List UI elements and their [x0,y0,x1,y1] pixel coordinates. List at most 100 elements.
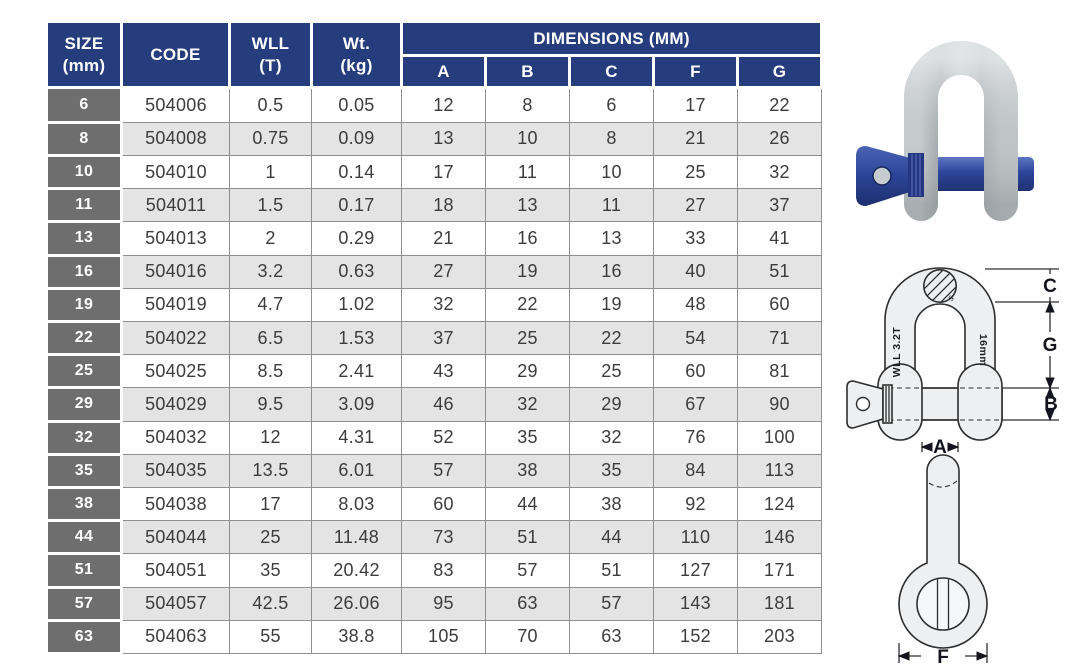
diagram-right-ear [957,363,1003,441]
cell-dim-g: 26 [736,121,823,156]
pin-head-hole [872,166,892,186]
cell-code: 504051 [121,553,230,588]
cell-wt: 2.41 [311,354,402,389]
cell-dim-f: 143 [653,586,738,621]
cell-wt: 4.31 [311,420,402,455]
table-row: 57 504057 42.5 26.06 95 63 57 143 181 [45,585,823,622]
cell-dim-g: 90 [736,387,823,422]
cell-dim-a: 52 [401,420,486,455]
cell-size: 44 [45,519,123,556]
col-header-size: SIZE (mm) [45,20,123,89]
cell-wll: 25 [229,520,312,555]
cell-dim-b: 8 [485,87,570,123]
table-row: 10 504010 1 0.14 17 11 10 25 32 [45,153,823,191]
col-header-wt-line1: Wt. [342,34,371,54]
cell-dim-b: 32 [485,387,570,422]
cell-dim-a: 12 [401,87,486,123]
cell-dim-c: 22 [569,320,654,356]
cell-wll: 12 [229,420,312,455]
cell-size: 35 [45,452,123,489]
table-row: 44 504044 25 11.48 73 51 44 110 146 [45,519,823,556]
cell-size: 29 [45,386,123,423]
cell-dim-f: 92 [653,486,738,522]
cell-wll: 2 [229,221,312,256]
cell-code: 504044 [121,520,230,555]
table-row: 25 504025 8.5 2.41 43 29 25 60 81 [45,353,823,390]
cell-wt: 6.01 [311,453,402,488]
cell-code: 504008 [121,121,230,156]
dimension-diagram-side: F [897,454,989,668]
cell-wt: 1.53 [311,320,402,356]
cell-size: 38 [45,485,123,523]
table-row: 63 504063 55 38.8 105 70 63 152 203 [45,618,823,656]
cell-dim-f: 48 [653,287,738,322]
cell-dim-g: 22 [736,87,823,123]
cell-wt: 0.63 [311,254,402,289]
cell-dim-f: 40 [653,254,738,289]
label-dim-c: C [1043,276,1057,297]
marking-s: s [945,293,957,304]
cell-dim-g: 113 [736,453,823,488]
table-row: 35 504035 13.5 6.01 57 38 35 84 113 [45,452,823,489]
cell-dim-b: 19 [485,254,570,289]
cell-size: 8 [45,120,123,157]
cell-dim-b: 63 [485,586,570,621]
cell-size: 13 [45,220,123,257]
table-row: 11 504011 1.5 0.17 18 13 11 27 37 [45,187,823,224]
cell-dim-a: 13 [401,121,486,156]
cell-dim-c: 63 [569,619,654,655]
cell-code: 504016 [121,254,230,289]
col-header-wll-line2: (T) [259,55,282,75]
col-header-dim-a: A [400,54,487,89]
cell-dim-c: 10 [569,154,654,190]
table-row: 13 504013 2 0.29 21 16 13 33 41 [45,220,823,257]
product-photo-dee-shackle [856,41,1034,221]
col-header-size-line1: SIZE [64,34,104,54]
cell-dim-f: 76 [653,420,738,455]
col-header-wll-line1: WLL [251,34,290,54]
cell-dim-c: 29 [569,387,654,422]
cell-dim-f: 60 [653,354,738,389]
cell-dim-c: 13 [569,221,654,256]
cell-dim-a: 60 [401,486,486,522]
cell-size: 19 [45,286,123,323]
cell-dim-f: 21 [653,121,738,156]
cell-code: 504006 [121,87,230,123]
cell-wll: 0.5 [229,87,312,123]
cell-dim-b: 29 [485,354,570,389]
cell-dim-f: 27 [653,188,738,223]
cell-dim-a: 21 [401,221,486,256]
cell-dim-c: 51 [569,553,654,588]
cell-code: 504022 [121,320,230,356]
dimension-diagram-front: C G B A WLL 3.2T 16mm s [846,267,1059,453]
col-header-wt-line2: (kg) [340,55,373,75]
cell-wll: 8.5 [229,354,312,389]
cell-dim-a: 37 [401,320,486,356]
cell-size: 6 [45,86,123,124]
table-body: 6 504006 0.5 0.05 12 8 6 17 22 8 504008 … [45,86,823,656]
cell-size: 10 [45,153,123,191]
cell-dim-c: 6 [569,87,654,123]
cell-wt: 0.09 [311,121,402,156]
label-dim-b: B [1044,394,1058,415]
shackle-bow-shading [904,41,1018,221]
table-row: 32 504032 12 4.31 52 35 32 76 100 [45,419,823,456]
cell-wll: 6.5 [229,320,312,356]
cell-dim-g: 203 [736,619,823,655]
cell-size: 25 [45,353,123,390]
cell-dim-f: 54 [653,320,738,356]
cell-code: 504025 [121,354,230,389]
table-row: 16 504016 3.2 0.63 27 19 16 40 51 [45,253,823,290]
cell-code: 504063 [121,619,230,655]
table-row: 6 504006 0.5 0.05 12 8 6 17 22 [45,86,823,124]
cell-wll: 9.5 [229,387,312,422]
cell-wll: 17 [229,486,312,522]
cell-dim-g: 37 [736,188,823,223]
cell-dim-b: 10 [485,121,570,156]
cell-dim-b: 13 [485,188,570,223]
cell-dim-g: 71 [736,320,823,356]
table-row: 22 504022 6.5 1.53 37 25 22 54 71 [45,319,823,357]
cell-dim-a: 17 [401,154,486,190]
col-header-code: CODE [120,20,231,89]
cell-wll: 13.5 [229,453,312,488]
